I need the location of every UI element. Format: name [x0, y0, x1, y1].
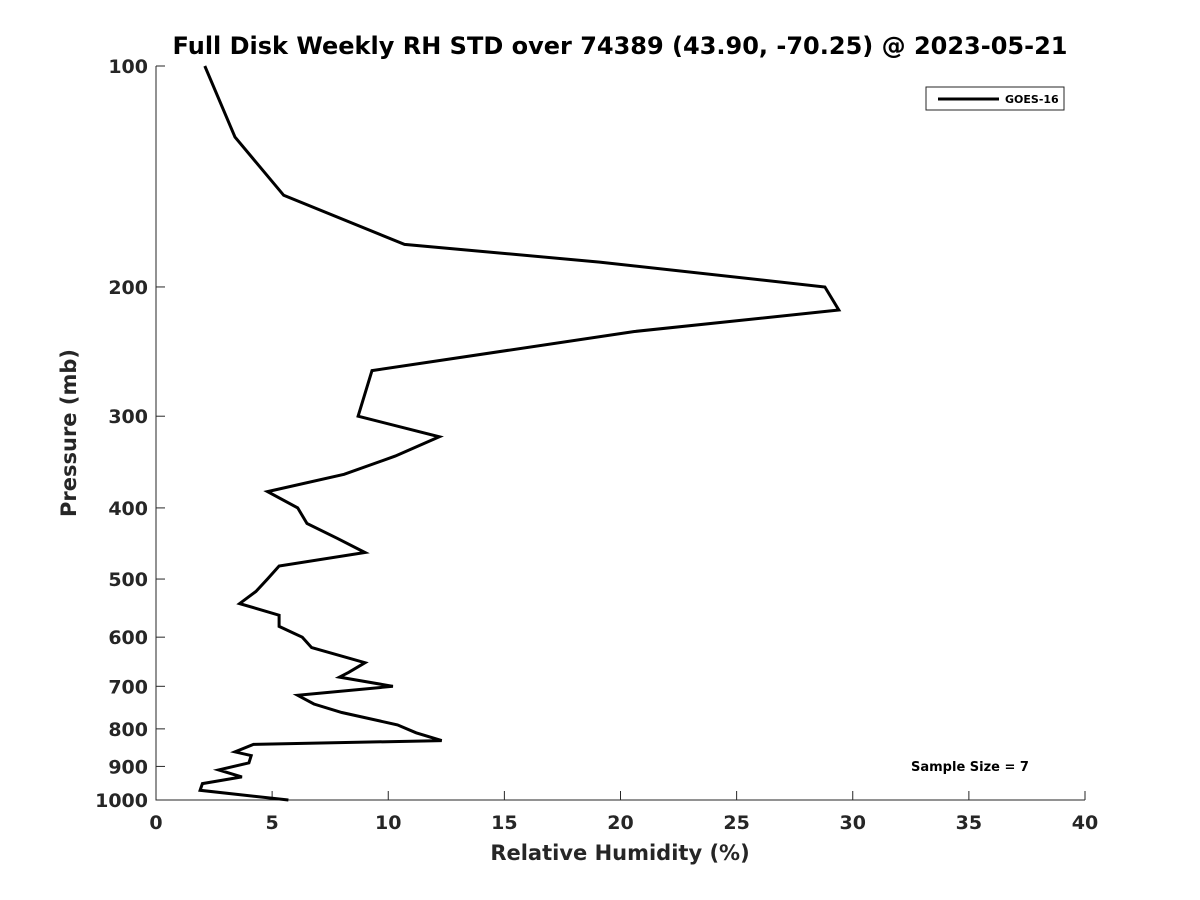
- y-tick-label: 400: [108, 498, 148, 520]
- x-tick-label: 35: [956, 812, 982, 834]
- x-tick-label: 20: [607, 812, 633, 834]
- plot-area: [155, 66, 1085, 801]
- y-tick-label: 600: [108, 627, 148, 649]
- x-tick-label: 10: [375, 812, 401, 834]
- y-axis-ticks: 100 200 300 400 500 600 700 800 900 1000: [95, 56, 165, 812]
- x-tick-label: 40: [1072, 812, 1098, 834]
- sample-size-annotation: Sample Size = 7: [911, 760, 1029, 775]
- y-tick-label: 100: [108, 56, 148, 78]
- legend-label-goes-16: GOES-16: [1005, 93, 1059, 106]
- axes-frame: [155, 66, 1085, 801]
- y-tick-label: 200: [108, 277, 148, 299]
- legend: GOES-16: [925, 86, 1065, 111]
- x-tick-label: 25: [723, 812, 749, 834]
- x-tick-label: 5: [266, 812, 279, 834]
- x-tick-label: 0: [149, 812, 162, 834]
- series-layer: [198, 65, 842, 802]
- chart-title: Full Disk Weekly RH STD over 74389 (43.9…: [173, 32, 1068, 60]
- series-line-goes-16: [198, 65, 842, 802]
- y-tick-label: 1000: [95, 790, 148, 812]
- y-tick-label: 500: [108, 569, 148, 591]
- y-tick-label: 300: [108, 406, 148, 428]
- x-tick-label: 30: [840, 812, 866, 834]
- y-tick-label: 700: [108, 676, 148, 698]
- x-tick-label: 15: [491, 812, 517, 834]
- x-axis-ticks: 0 5 10 15 20 25 30 35 40: [149, 791, 1098, 834]
- y-tick-label: 800: [108, 719, 148, 741]
- x-axis-label: Relative Humidity (%): [490, 841, 749, 865]
- y-tick-label: 900: [108, 756, 148, 778]
- y-axis-label: Pressure (mb): [57, 349, 81, 517]
